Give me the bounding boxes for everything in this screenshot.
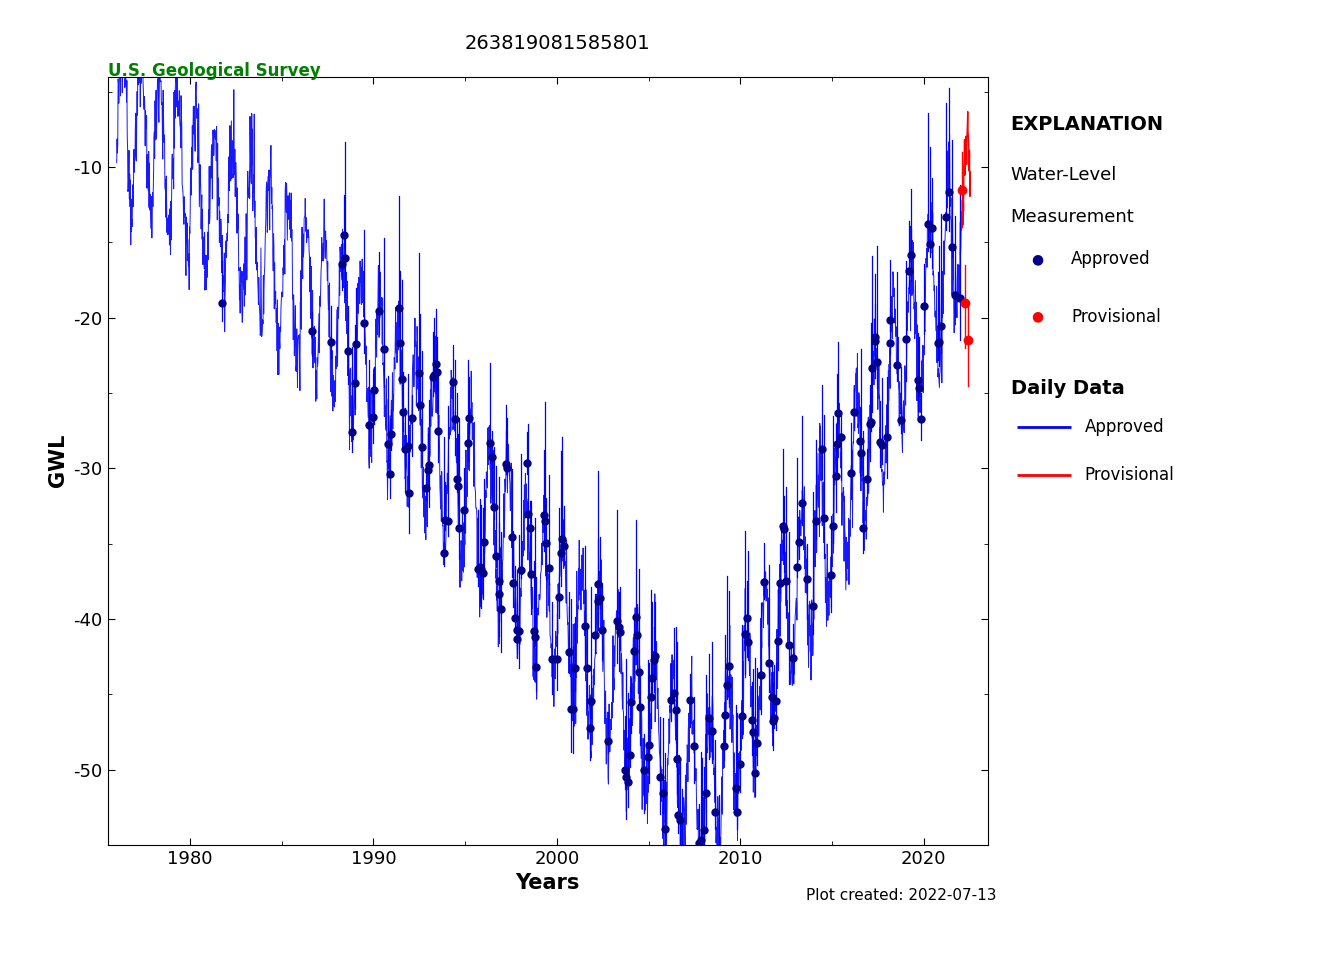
Text: ●: ●: [1031, 252, 1044, 266]
Text: U.S. Geological Survey: U.S. Geological Survey: [108, 62, 320, 81]
Text: Plot created: 2022-07-13: Plot created: 2022-07-13: [806, 888, 997, 903]
Text: Daily Data: Daily Data: [1011, 379, 1125, 398]
Text: Measurement: Measurement: [1011, 208, 1134, 227]
Text: EXPLANATION: EXPLANATION: [1011, 115, 1164, 134]
Y-axis label: GWL: GWL: [48, 434, 67, 488]
Text: 263819081585801: 263819081585801: [465, 34, 650, 53]
X-axis label: Years: Years: [516, 874, 579, 893]
Text: Provisional: Provisional: [1085, 467, 1175, 484]
Text: Approved: Approved: [1085, 419, 1164, 436]
Text: Approved: Approved: [1071, 251, 1150, 268]
Text: Water-Level: Water-Level: [1011, 166, 1117, 184]
Text: Provisional: Provisional: [1071, 308, 1161, 325]
Text: ●: ●: [1031, 310, 1044, 324]
